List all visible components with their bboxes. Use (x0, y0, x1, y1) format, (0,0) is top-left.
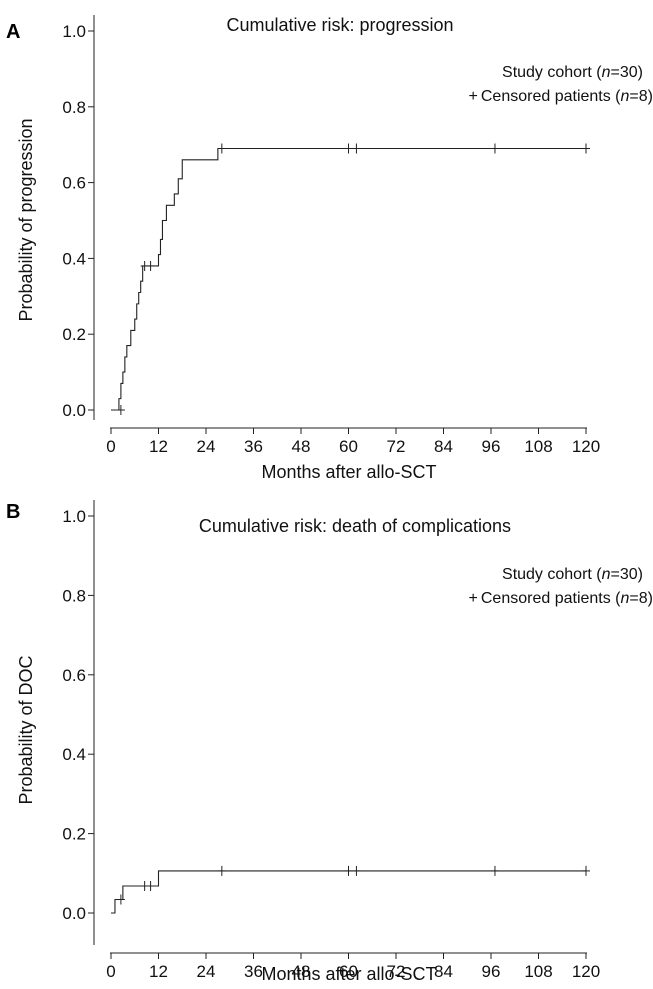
panel-b-x-tick-label: 96 (482, 962, 501, 981)
panel-a-x-tick-label: 12 (149, 437, 168, 456)
panel-b-y-tick-label: 0.4 (62, 745, 86, 764)
panel-b-x-tick-label: 0 (106, 962, 115, 981)
panel-a-progression-curve (111, 147, 586, 411)
panel-a-x-tick-label: 0 (106, 437, 115, 456)
panel-b-legend-censored: + Censored patients (n=8) (469, 590, 653, 607)
panel-a-x-tick-label: 72 (387, 437, 406, 456)
panel-b-censor-mark (344, 865, 353, 876)
panel-b-x-tick-label: 24 (197, 962, 216, 981)
panel-a-letter: A (6, 21, 20, 43)
panel-a-censor-mark (217, 143, 226, 154)
panel-b-y-tick-label: 0.8 (62, 586, 86, 605)
panel-b-x-tick-label: 72 (387, 962, 406, 981)
panel-b-y-tick-label: 0.6 (62, 666, 86, 685)
panel-b-censor-mark (490, 865, 499, 876)
panel-a-x-tick-label: 120 (572, 437, 600, 456)
panel-b-censor-mark (352, 865, 361, 876)
panel-a-censor-mark (146, 260, 155, 271)
panel-b-censor-marks (116, 865, 590, 905)
panel-a-x-tick-label: 24 (197, 437, 216, 456)
panel-b-censor-mark (116, 894, 125, 905)
panel-b-x-tick-label: 60 (339, 962, 358, 981)
panel-a-y-tick-label: 0.0 (62, 401, 86, 420)
panel-a-y-tick-label: 1.0 (62, 22, 86, 41)
panel-a-x-tick-label: 60 (339, 437, 358, 456)
panel-a: A Cumulative risk: progression Study coh… (6, 15, 653, 482)
panel-b-title: Cumulative risk: death of complications (199, 516, 511, 536)
panel-a-censor-mark (582, 143, 590, 154)
panel-a-y-ticks: 0.0 0.2 0.4 0.6 0.8 1.0 (62, 22, 94, 420)
panel-a-censor-mark (344, 143, 353, 154)
panel-b-doc-curve (111, 870, 586, 914)
panel-a-censor-mark (490, 143, 499, 154)
panel-b-letter: B (6, 501, 20, 523)
panel-b-x-tick-label: 36 (244, 962, 263, 981)
panel-a-y-tick-label: 0.8 (62, 98, 86, 117)
panel-a-censor-mark (352, 143, 361, 154)
panel-a-x-tick-label: 84 (434, 437, 453, 456)
panel-b-y-label: Probability of DOC (16, 655, 36, 804)
panel-b: B Cumulative risk: death of complication… (6, 500, 653, 984)
panel-b-y-tick-label: 0.0 (62, 904, 86, 923)
panel-a-y-label: Probability of progression (16, 118, 36, 321)
panel-b-x-tick-label: 12 (149, 962, 168, 981)
panel-b-x-ticks: 0 12 24 36 48 60 72 84 96 108 120 (106, 953, 600, 981)
panel-b-x-tick-label: 84 (434, 962, 453, 981)
panel-b-censor-mark (146, 881, 155, 892)
panel-a-censor-mark (116, 405, 125, 415)
panel-a-x-tick-label: 48 (292, 437, 311, 456)
panel-b-legend-series: Study cohort (n=30) (502, 566, 643, 583)
panel-a-x-tick-label: 96 (482, 437, 501, 456)
panel-b-x-label: Months after allo-SCT (261, 964, 436, 984)
panel-b-y-tick-label: 0.2 (62, 825, 86, 844)
panel-a-y-tick-label: 0.4 (62, 249, 86, 268)
panel-b-y-tick-label: 1.0 (62, 507, 86, 526)
panel-a-censor-marks (116, 143, 590, 415)
panel-a-x-tick-label: 108 (524, 437, 552, 456)
panel-b-x-tick-label: 108 (524, 962, 552, 981)
panel-b-x-tick-label: 48 (292, 962, 311, 981)
panel-a-y-tick-label: 0.2 (62, 325, 86, 344)
panel-a-legend-censored: + Censored patients (n=8) (469, 88, 653, 105)
panel-a-y-tick-label: 0.6 (62, 174, 86, 193)
panel-b-legend: Study cohort (n=30) + Censored patients (… (469, 566, 653, 607)
panel-b-y-ticks: 0.0 0.2 0.4 0.6 0.8 1.0 (62, 507, 94, 923)
panel-a-title: Cumulative risk: progression (226, 15, 453, 35)
panel-a-x-label: Months after allo-SCT (261, 462, 436, 482)
panel-b-x-tick-label: 120 (572, 962, 600, 981)
panel-a-legend-series: Study cohort (n=30) (502, 64, 643, 81)
panel-b-censor-mark (217, 865, 226, 876)
panel-a-x-tick-label: 36 (244, 437, 263, 456)
panel-b-censor-mark (582, 865, 590, 876)
panel-a-legend: Study cohort (n=30) + Censored patients (… (469, 64, 653, 105)
panel-a-x-ticks: 0 12 24 36 48 60 72 84 96 108 120 (106, 428, 600, 456)
